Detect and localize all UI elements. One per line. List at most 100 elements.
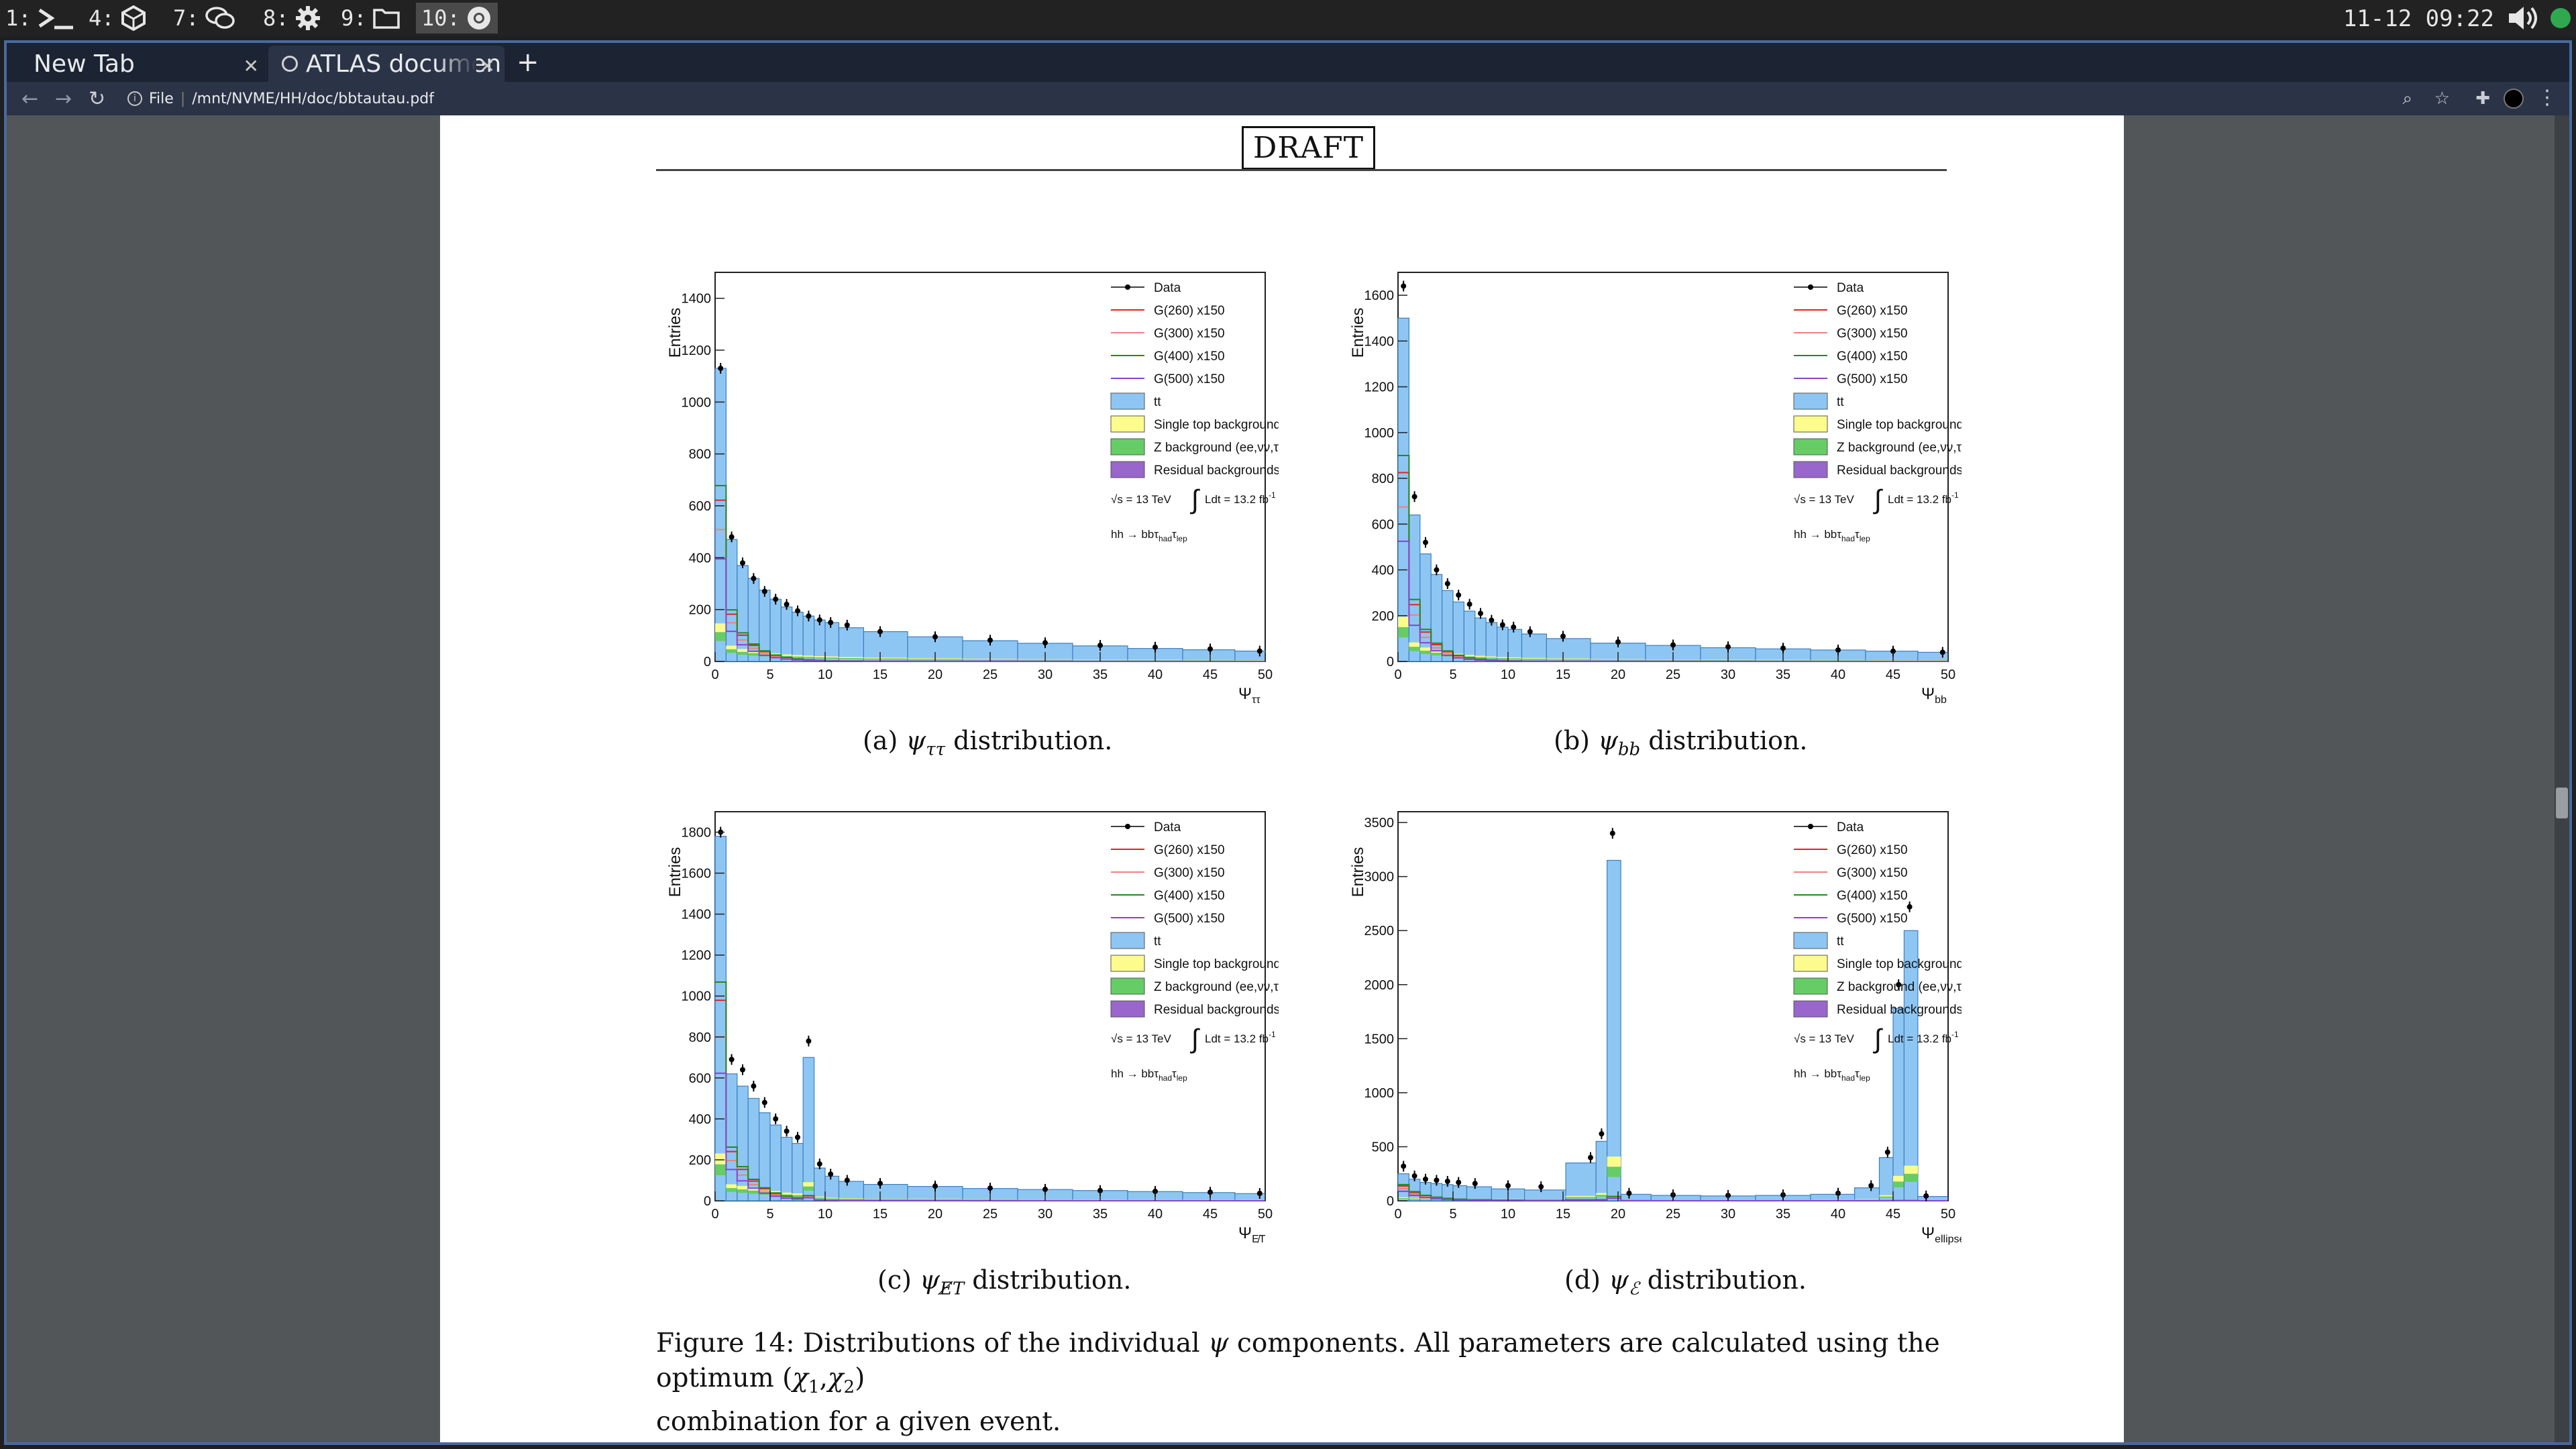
data-point [1434, 567, 1440, 573]
z-background-bar [781, 654, 792, 658]
extensions-icon[interactable]: ✚ [2475, 89, 2490, 109]
scrollbar-thumb[interactable] [2556, 788, 2568, 818]
data-point [1527, 629, 1533, 635]
tab-atlas-document[interactable]: ATLAS documen ✕ [268, 46, 504, 82]
ttbar-bar [802, 1057, 815, 1201]
channel-sub2: lep [1177, 534, 1187, 543]
legend-box-marker [1793, 977, 1828, 995]
workspace-label: 8: [263, 5, 289, 31]
x-tick-label: 20 [1611, 667, 1625, 682]
zoom-icon[interactable]: ⌕ [2402, 89, 2412, 109]
data-point [828, 1171, 834, 1177]
data-point [1256, 648, 1263, 654]
folder-icon [372, 9, 400, 29]
legend-label: G(300) x150 [1154, 866, 1225, 880]
forward-icon[interactable]: → [55, 87, 72, 111]
lumi-integral-sign: ∫ [1190, 1024, 1201, 1054]
y-tick-label: 0 [704, 655, 711, 669]
single-top-bar [1419, 647, 1432, 651]
ttbar-bar [814, 619, 826, 662]
ttbar-bar [1650, 1195, 1701, 1201]
info-icon[interactable]: i [127, 91, 142, 106]
tab-label: New Tab [34, 50, 135, 78]
legend-box-marker [1110, 977, 1145, 995]
single-top-bar [1607, 1157, 1621, 1167]
x-tick-label: 20 [928, 667, 943, 682]
back-icon[interactable]: ← [21, 87, 39, 111]
ttbar-bar [1546, 638, 1591, 662]
ttbar-bar [1607, 859, 1621, 1201]
workspace-8[interactable]: 8: [258, 3, 327, 34]
volume-icon[interactable] [2506, 4, 2540, 32]
y-tick-label: 1000 [1364, 426, 1395, 441]
lumi-exponent: -1 [1269, 490, 1276, 500]
terminal-icon [38, 8, 73, 30]
tab-new-tab[interactable]: New Tab ✕ [13, 46, 268, 82]
subcaption-b: (b) ψbb distribution. [1554, 726, 1808, 760]
y-tick-label: 200 [689, 603, 711, 618]
data-point [1456, 1179, 1462, 1185]
x-tick-label: 50 [1258, 667, 1273, 682]
close-icon[interactable]: ✕ [243, 55, 259, 77]
x-tick-label: 0 [711, 667, 718, 682]
menu-icon[interactable]: ⋮ [2537, 86, 2557, 109]
data-point [1401, 283, 1407, 289]
legend-box-marker [1110, 392, 1145, 410]
single-top-bar [1497, 657, 1508, 658]
x-tick-label: 25 [1666, 667, 1680, 682]
legend-label: Residual backgrounds [1154, 1003, 1279, 1017]
y-tick-label: 2000 [1364, 978, 1395, 993]
z-background-bar [781, 1192, 792, 1197]
url-text[interactable]: /mnt/NVME/HH/doc/bbtautau.pdf [192, 90, 435, 107]
lumi-integral-sign: ∫ [1873, 1024, 1884, 1054]
workspace-7[interactable]: 7: [168, 3, 241, 34]
z-background-bar [1442, 652, 1453, 657]
legend-box-marker [1110, 415, 1145, 433]
status-ok-icon[interactable] [2551, 8, 2571, 28]
legend-label: G(300) x150 [1837, 866, 1908, 880]
workspace-10[interactable]: 10: [416, 3, 498, 34]
reload-icon[interactable]: ↻ [89, 87, 106, 111]
legend-label: Z background (ee,νν,ττ) [1154, 980, 1279, 994]
bookmark-star-icon[interactable]: ☆ [2434, 89, 2450, 109]
z-background-bar [825, 1197, 839, 1199]
url-scheme: File [149, 90, 174, 107]
workspace-1[interactable]: 1: [0, 3, 80, 34]
x-tick-label: 0 [711, 1207, 718, 1222]
ttbar-bar [780, 606, 793, 662]
x-tick-label: 10 [1501, 667, 1515, 682]
ttbar-bar [1397, 317, 1409, 662]
data-point [729, 534, 735, 540]
scrollbar[interactable] [2555, 115, 2569, 1442]
x-tick-label: 45 [1886, 667, 1900, 682]
new-tab-button[interactable]: + [517, 47, 539, 78]
x-tick-label: 25 [1666, 1207, 1680, 1222]
data-point [1560, 633, 1566, 639]
data-point [806, 1038, 812, 1044]
address-bar[interactable]: i File | /mnt/NVME/HH/doc/bbtautau.pdf [127, 85, 434, 113]
data-point [1609, 830, 1615, 837]
legend-label: Residual backgrounds [1154, 464, 1279, 478]
profile-avatar[interactable] [2504, 89, 2524, 109]
single-top-bar [1508, 657, 1522, 659]
legend-label: Residual backgrounds [1837, 464, 1962, 478]
ttbar-bar [792, 611, 804, 662]
workspace-4[interactable]: 4: [83, 3, 152, 34]
single-top-bar [1566, 1195, 1597, 1197]
close-icon[interactable]: ✕ [479, 55, 495, 77]
figure-caption: Figure 14: Distributions of the individu… [656, 1328, 1940, 1437]
workspace-9[interactable]: 9: [335, 3, 406, 34]
pdf-viewer: DRAFT 0 5 10 15 20 25 30 35 40 45 50 0 200 400 600 800 1… [7, 115, 2569, 1442]
plot-frame [714, 272, 1266, 662]
x-axis-label: Ψbb [1921, 685, 1947, 706]
x-tick-label: 25 [983, 667, 998, 682]
channel-sub2: lep [1177, 1073, 1187, 1083]
y-tick-label: 0 [704, 1194, 711, 1209]
workspace-label: 7: [173, 5, 199, 31]
single-top-bar [1879, 1195, 1893, 1197]
single-top-bar [825, 656, 839, 658]
chart-psi-tautau: 0 5 10 15 20 25 30 35 40 45 50 0 200 400 600 800 1000 120… [666, 272, 1279, 706]
legend-label: Data [1837, 281, 1864, 295]
ttbar-bar [1452, 601, 1464, 662]
data-point [795, 608, 800, 614]
